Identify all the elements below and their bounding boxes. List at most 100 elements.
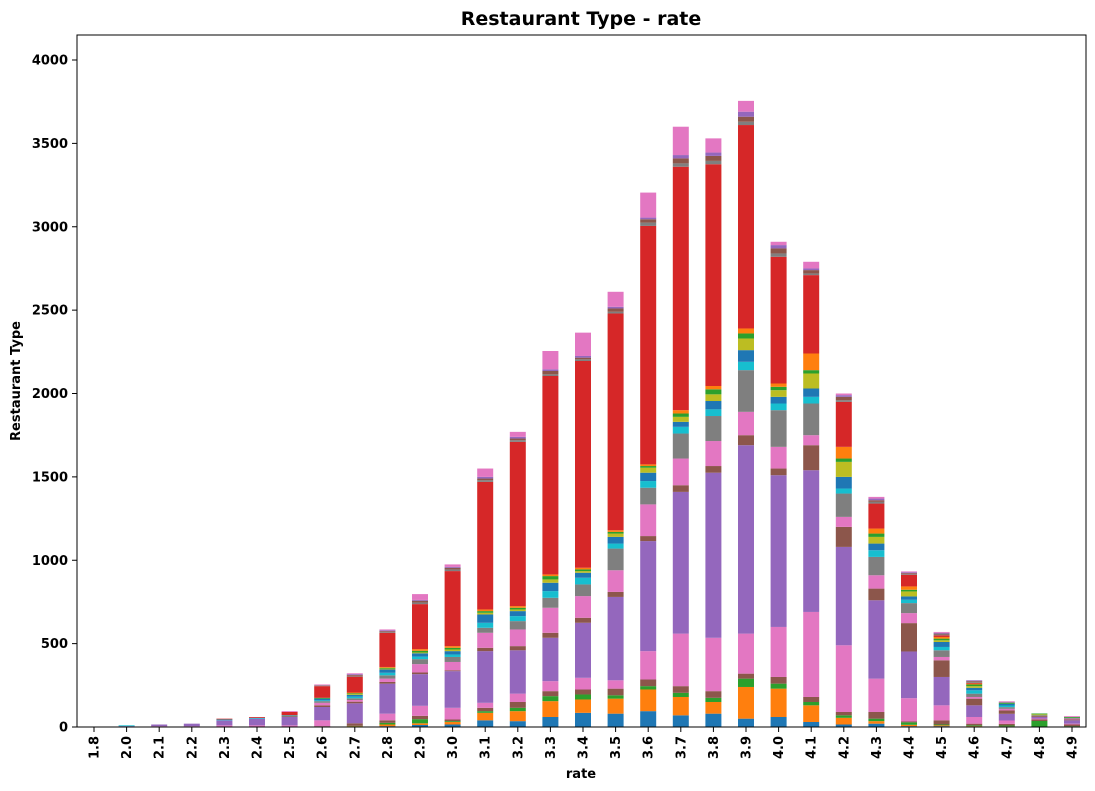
bar-segment bbox=[933, 656, 950, 661]
bar-segment bbox=[509, 609, 526, 612]
bar-segment bbox=[346, 693, 363, 695]
y-tick-label: 2500 bbox=[32, 304, 68, 319]
x-axis-title: rate bbox=[566, 767, 596, 782]
bar-segment bbox=[509, 438, 526, 441]
bar-segment bbox=[607, 311, 624, 314]
bar-segment bbox=[607, 688, 624, 696]
bar-segment bbox=[575, 699, 591, 713]
bar-segment bbox=[477, 622, 494, 628]
bar-segment bbox=[998, 702, 1015, 703]
bar-segment bbox=[835, 476, 852, 489]
bar-segment bbox=[738, 686, 754, 719]
x-tick-label: 3.0 bbox=[446, 736, 461, 759]
bar-segment bbox=[640, 217, 657, 220]
bar-segment bbox=[640, 536, 657, 542]
bar-segment bbox=[249, 725, 265, 727]
bar-segment bbox=[379, 632, 396, 667]
bar-segment bbox=[803, 722, 820, 727]
x-tick-label: 4.0 bbox=[772, 736, 787, 759]
bar-segment bbox=[803, 705, 820, 722]
bar-segment bbox=[901, 591, 917, 597]
bar-segment bbox=[868, 556, 885, 576]
bar-segment bbox=[640, 481, 657, 488]
bar-segment bbox=[738, 121, 754, 126]
bar-segment bbox=[379, 631, 396, 633]
bar-segment bbox=[933, 725, 950, 727]
bar-segment bbox=[379, 666, 396, 668]
bar-segment bbox=[901, 724, 917, 727]
bar-segment bbox=[542, 637, 559, 682]
bar-segment bbox=[998, 701, 1015, 703]
bar-segment bbox=[444, 654, 461, 657]
bar-segment bbox=[542, 350, 559, 370]
bar-segment bbox=[379, 720, 396, 723]
plot-area-frame bbox=[76, 34, 1087, 728]
bar-segment bbox=[705, 160, 722, 165]
bar-segment bbox=[803, 701, 820, 706]
bar-segment bbox=[672, 421, 689, 427]
bar-segment bbox=[412, 594, 428, 600]
bar-segment bbox=[933, 633, 950, 635]
bar-segment bbox=[770, 396, 787, 404]
bar-segment bbox=[412, 650, 428, 653]
y-tick-label: 1000 bbox=[32, 554, 68, 569]
bar-segment bbox=[803, 373, 820, 389]
bar-segment bbox=[705, 386, 722, 390]
y-tick-label: 4000 bbox=[32, 54, 68, 69]
y-tick-label: 1500 bbox=[32, 470, 68, 485]
bar-segment bbox=[477, 478, 494, 481]
bar-segment bbox=[444, 707, 461, 720]
bar-segment bbox=[770, 403, 787, 411]
bar-segment bbox=[705, 637, 722, 692]
bar-segment bbox=[477, 481, 494, 610]
bar-segment bbox=[509, 607, 526, 610]
bar-segment bbox=[346, 726, 363, 727]
bar-segment bbox=[705, 441, 722, 467]
y-tick-label: 3000 bbox=[32, 220, 68, 235]
bar-segment bbox=[835, 401, 852, 447]
bar-segment bbox=[1064, 717, 1080, 719]
bar-segment bbox=[379, 681, 396, 684]
bar-segment bbox=[868, 711, 885, 719]
bar-segment bbox=[575, 572, 591, 578]
bar-segment bbox=[575, 596, 591, 618]
bar-segment bbox=[607, 533, 624, 537]
bar-segment bbox=[379, 713, 396, 721]
bar-segment bbox=[346, 701, 363, 704]
bar-segment bbox=[835, 488, 852, 494]
bar-segment bbox=[835, 461, 852, 477]
bar-segment bbox=[738, 350, 754, 362]
x-tick-label: 4.3 bbox=[870, 736, 885, 759]
bar-segment bbox=[412, 653, 428, 657]
x-tick-label: 4.1 bbox=[805, 736, 820, 759]
bar-segment bbox=[412, 659, 428, 665]
bar-segment bbox=[249, 718, 265, 726]
bar-segment bbox=[640, 467, 657, 473]
x-tick-label: 3.5 bbox=[609, 736, 624, 759]
x-tick-label: 4.2 bbox=[837, 736, 852, 759]
bar-segment bbox=[966, 717, 983, 724]
bar-segment bbox=[1031, 714, 1048, 716]
bar-segment bbox=[901, 698, 917, 722]
bar-segment bbox=[770, 475, 787, 627]
bar-segment bbox=[705, 466, 722, 473]
bar-segment bbox=[803, 370, 820, 374]
bar-segment bbox=[379, 722, 396, 725]
bar-segment bbox=[607, 713, 624, 727]
bar-segment bbox=[803, 396, 820, 404]
bar-segment bbox=[509, 436, 526, 439]
bar-segment bbox=[966, 725, 983, 727]
bar-segment bbox=[444, 656, 461, 662]
bar-segment bbox=[412, 599, 428, 601]
bar-segment bbox=[966, 683, 983, 685]
bar-segment bbox=[966, 687, 983, 691]
bar-segment bbox=[542, 374, 559, 376]
bar-segment bbox=[705, 138, 722, 153]
bar-segment bbox=[575, 694, 591, 700]
bar-segment bbox=[346, 692, 363, 694]
bar-segment bbox=[542, 691, 559, 697]
bar-segment bbox=[281, 717, 298, 726]
bar-segment bbox=[803, 611, 820, 697]
bar-segment bbox=[509, 650, 526, 694]
